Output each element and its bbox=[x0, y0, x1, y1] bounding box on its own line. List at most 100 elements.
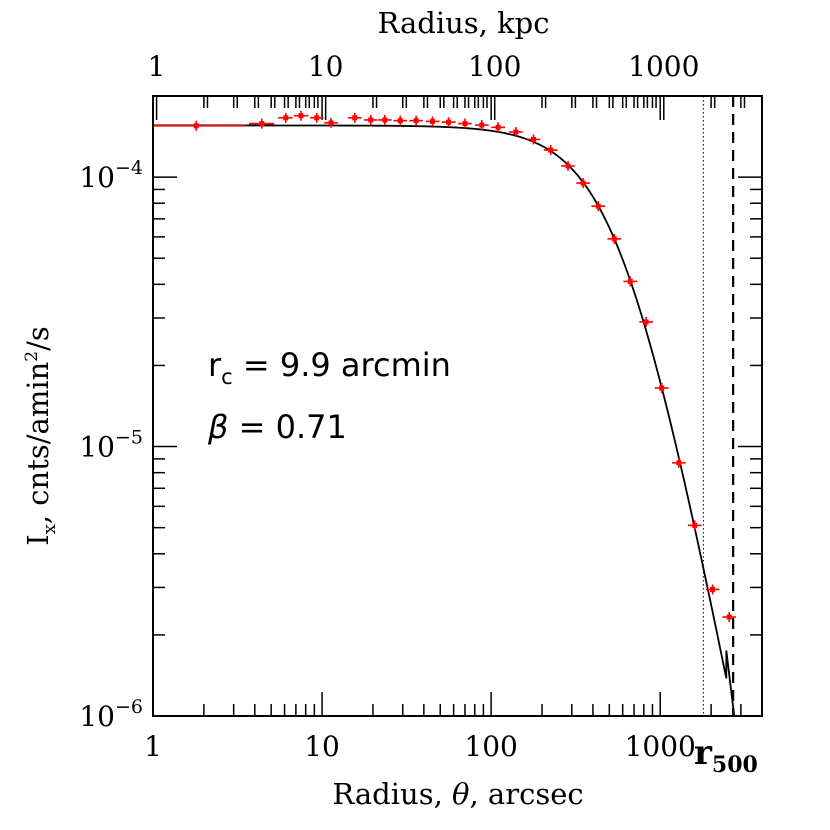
data-point bbox=[526, 134, 541, 145]
data-marker bbox=[193, 123, 199, 129]
r500-symbol: r bbox=[694, 733, 713, 773]
core-radius-value: = 9.9 arcmin bbox=[233, 346, 451, 384]
data-point bbox=[576, 178, 590, 189]
left-tick-label: 10−4 bbox=[79, 157, 143, 194]
bottom-tick-label: 1000 bbox=[625, 730, 696, 763]
data-point bbox=[561, 160, 575, 171]
data-point bbox=[672, 457, 686, 468]
data-point bbox=[441, 117, 456, 128]
data-marker bbox=[298, 113, 304, 119]
bottom-tick-label: 1 bbox=[144, 730, 162, 763]
bottom-axis-title-prefix: Radius, bbox=[332, 777, 452, 811]
axis-ticks: 1 10 100 1000 1 10 100 1000 10−4 10−5 10−6 bbox=[79, 50, 763, 763]
data-marker bbox=[659, 385, 665, 391]
core-radius-subscript: c bbox=[221, 365, 233, 389]
data-point bbox=[491, 122, 506, 133]
data-point bbox=[347, 112, 362, 123]
data-marker bbox=[283, 115, 289, 121]
data-marker bbox=[580, 180, 586, 186]
left-axis-title-sub: x bbox=[39, 524, 60, 534]
left-axis-title: Ix, cnts/amin2/s bbox=[21, 326, 60, 546]
data-marker bbox=[446, 119, 452, 125]
data-marker bbox=[710, 586, 716, 592]
data-point bbox=[393, 115, 408, 126]
fit-annotation: rc = 9.9 arcmin β = 0.71 bbox=[207, 346, 451, 446]
data-marker bbox=[548, 147, 554, 153]
left-axis-title-mid: , cnts/amin bbox=[21, 362, 55, 524]
data-marker bbox=[382, 117, 388, 123]
data-point bbox=[474, 120, 489, 131]
data-point bbox=[543, 145, 558, 156]
bottom-tick-label: 100 bbox=[464, 730, 517, 763]
data-marker bbox=[397, 118, 403, 124]
data-point bbox=[409, 115, 423, 126]
data-point bbox=[607, 233, 622, 244]
data-marker bbox=[314, 115, 320, 121]
data-point bbox=[654, 382, 669, 393]
beta-symbol: β bbox=[207, 408, 228, 446]
top-axis-title: Radius, kpc bbox=[377, 6, 549, 40]
data-point bbox=[705, 584, 720, 595]
data-marker bbox=[676, 460, 682, 466]
beta-label: β = 0.71 bbox=[207, 408, 347, 446]
left-axis-title-main: I bbox=[21, 534, 55, 545]
reference-lines bbox=[702, 96, 735, 716]
data-marker bbox=[530, 136, 536, 142]
bottom-tick-label: 10 bbox=[304, 730, 340, 763]
data-marker bbox=[513, 129, 519, 135]
top-tick-label: 1 bbox=[148, 50, 166, 83]
data-marker bbox=[692, 522, 698, 528]
data-point bbox=[293, 110, 309, 121]
data-point bbox=[623, 276, 638, 287]
axis-labels: Radius, kpc Radius, θ, arcsec Ix, cnts/a… bbox=[21, 6, 584, 811]
data-marker bbox=[565, 163, 571, 169]
top-tick-label: 1000 bbox=[628, 50, 699, 83]
model-line bbox=[153, 124, 736, 717]
data-marker bbox=[328, 120, 334, 126]
data-point bbox=[310, 112, 324, 123]
bottom-axis-title: Radius, θ, arcsec bbox=[332, 777, 583, 811]
data-marker bbox=[627, 278, 633, 284]
top-tick-label: 10 bbox=[308, 50, 344, 83]
data-point bbox=[591, 201, 606, 212]
left-tick-label: 10−6 bbox=[79, 696, 143, 733]
data-marker bbox=[413, 118, 419, 124]
data-point bbox=[249, 118, 275, 129]
data-point bbox=[153, 120, 245, 131]
left-axis-title-end: /s bbox=[21, 326, 55, 351]
data-point bbox=[324, 117, 338, 128]
left-tick-label: 10−5 bbox=[79, 427, 143, 464]
data-point bbox=[458, 118, 472, 129]
data-point bbox=[722, 612, 737, 623]
data-marker bbox=[479, 122, 485, 128]
data-point bbox=[639, 316, 653, 327]
data-marker bbox=[368, 117, 374, 123]
data-points bbox=[153, 110, 737, 623]
data-point bbox=[508, 127, 523, 138]
data-marker bbox=[259, 121, 265, 127]
data-marker bbox=[611, 236, 617, 242]
plot-frame bbox=[152, 95, 763, 717]
data-marker bbox=[595, 203, 601, 209]
left-axis-title-sup: 2 bbox=[22, 351, 42, 362]
core-radius-symbol: r bbox=[208, 346, 222, 384]
data-marker bbox=[726, 614, 732, 620]
data-marker bbox=[462, 121, 468, 127]
core-radius-label: rc = 9.9 arcmin bbox=[208, 346, 451, 389]
top-tick-label: 100 bbox=[468, 50, 521, 83]
data-point bbox=[377, 114, 392, 125]
data-marker bbox=[430, 118, 436, 124]
data-marker bbox=[352, 115, 358, 121]
data-point bbox=[278, 112, 293, 123]
beta-value: = 0.71 bbox=[228, 408, 346, 446]
data-marker bbox=[495, 124, 501, 130]
data-marker bbox=[643, 319, 649, 325]
data-point bbox=[687, 520, 702, 531]
beta-model-curve bbox=[153, 124, 736, 717]
r500-subscript: 500 bbox=[712, 752, 758, 778]
data-point bbox=[425, 116, 440, 127]
bottom-axis-title-suffix: , arcsec bbox=[469, 777, 583, 811]
bottom-axis-title-theta: θ bbox=[452, 777, 469, 811]
data-point bbox=[363, 114, 378, 125]
